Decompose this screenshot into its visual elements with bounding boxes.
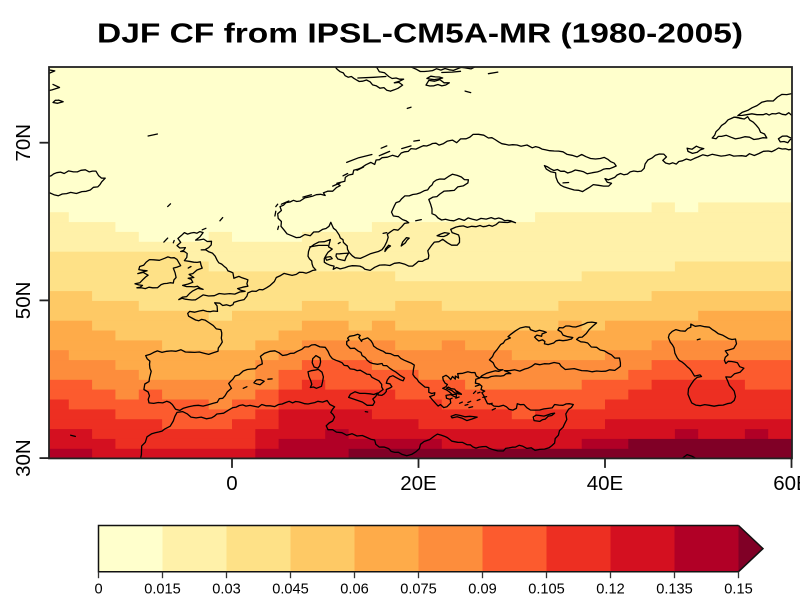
svg-text:30N: 30N — [12, 439, 35, 477]
svg-text:50N: 50N — [12, 282, 35, 320]
svg-text:0.135: 0.135 — [656, 581, 693, 597]
svg-text:0.09: 0.09 — [468, 581, 496, 597]
svg-text:0.15: 0.15 — [724, 581, 752, 597]
svg-text:40E: 40E — [587, 472, 623, 495]
svg-text:0.12: 0.12 — [596, 581, 624, 597]
svg-text:0.015: 0.015 — [144, 581, 181, 597]
svg-text:0.045: 0.045 — [272, 581, 309, 597]
svg-text:70N: 70N — [12, 124, 35, 162]
svg-text:DJF CF from IPSL-CM5A-MR (1980: DJF CF from IPSL-CM5A-MR (1980-2005) — [97, 18, 743, 49]
svg-text:0.075: 0.075 — [400, 581, 437, 597]
svg-text:0.06: 0.06 — [340, 581, 368, 597]
svg-text:0: 0 — [94, 581, 102, 597]
svg-text:60E: 60E — [773, 472, 800, 495]
svg-text:0.03: 0.03 — [212, 581, 240, 597]
svg-text:20E: 20E — [400, 472, 436, 495]
svg-text:0.105: 0.105 — [528, 581, 565, 597]
svg-text:0: 0 — [226, 472, 237, 495]
